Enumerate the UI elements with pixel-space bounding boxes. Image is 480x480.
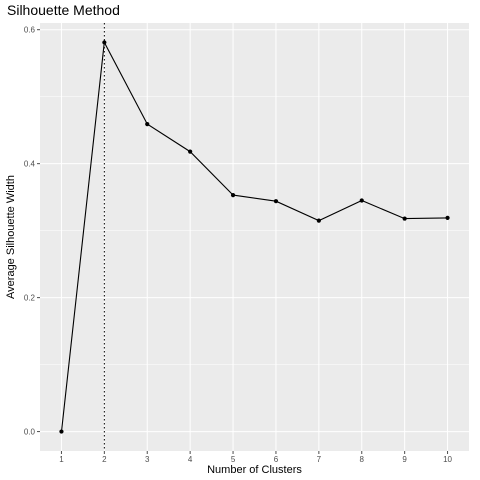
data-point <box>359 198 364 203</box>
data-point <box>230 193 236 198</box>
minor-gridlines <box>40 96 469 365</box>
data-point <box>145 122 150 127</box>
x-tick-label: 5 <box>231 455 236 464</box>
x-tick-label: 6 <box>274 455 279 464</box>
major-gridlines <box>40 23 469 451</box>
data-point <box>273 199 279 204</box>
y-tick-label: 0.4 <box>24 160 36 169</box>
y-tick-label: 0.2 <box>24 294 36 303</box>
data-point <box>402 216 407 221</box>
series-line <box>60 40 448 432</box>
data-point <box>445 215 450 221</box>
data-point <box>102 40 107 45</box>
plot-panel <box>40 23 469 451</box>
x-tick-label: 7 <box>317 455 322 464</box>
y-axis-title: Average Silhouette Width <box>5 175 17 299</box>
x-tick-label: 9 <box>402 455 407 464</box>
y-tick-label: 0.6 <box>24 26 36 35</box>
x-tick-label: 4 <box>188 455 193 464</box>
x-tick-label: 10 <box>443 455 452 464</box>
x-tick-label: 1 <box>59 455 64 464</box>
x-axis-ticks: 1 2 3 4 5 6 7 8 9 10 <box>59 451 453 464</box>
data-points <box>59 40 450 434</box>
x-tick-label: 2 <box>102 455 107 464</box>
chart-title: Silhouette Method <box>7 2 120 18</box>
data-point <box>188 149 193 154</box>
x-tick-label: 3 <box>145 455 150 464</box>
x-axis-title: Number of Clusters <box>207 464 302 476</box>
x-tick-label: 8 <box>360 455 365 464</box>
series-line-layer <box>60 40 448 432</box>
data-point <box>316 218 321 223</box>
data-point <box>59 429 64 434</box>
y-tick-label: 0.0 <box>24 428 36 437</box>
y-axis-ticks: 0.0 0.2 0.4 0.6 <box>24 26 40 437</box>
